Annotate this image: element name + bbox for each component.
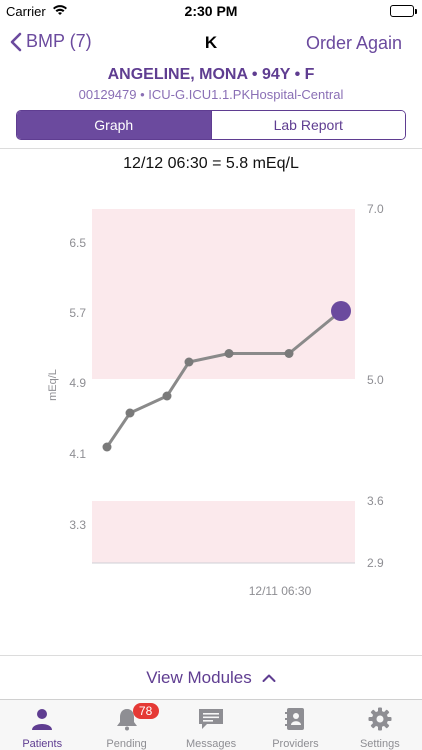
y-axis-label: mEq/L — [47, 369, 59, 401]
selected-data-point — [331, 301, 351, 321]
high-range-band — [92, 209, 355, 379]
tab-providers[interactable]: Providers — [253, 700, 337, 750]
tab-patients[interactable]: Patients — [0, 700, 84, 750]
tab-bar: Patients 78 Pending Messages — [0, 699, 422, 750]
y-tick-label-right: 3.6 — [367, 494, 384, 508]
y-tick-label-right: 2.9 — [367, 556, 384, 570]
person-icon — [29, 706, 55, 732]
message-icon — [198, 706, 224, 732]
lab-trend-chart[interactable]: 6.5 5.7 4.9 4.1 3.3 7.0 5.0 3.6 2.9 mEq/L 12/11 06… — [0, 195, 422, 615]
patient-meta: 00129479 • ICU-G.ICU1.1.PKHospital-Centr… — [78, 87, 344, 102]
tab-label: Patients — [22, 738, 63, 750]
tab-graph[interactable]: Graph — [17, 111, 211, 139]
order-again-button[interactable]: Order Again — [305, 33, 402, 53]
data-point — [125, 408, 135, 418]
data-point — [102, 442, 112, 452]
selected-reading: 12/12 06:30 = 5.8 mEq/L — [123, 155, 299, 172]
y-tick-label-left: 3.3 — [69, 518, 86, 532]
y-tick-label-right: 5.0 — [367, 373, 384, 387]
tab-pending[interactable]: 78 Pending — [84, 700, 168, 750]
back-button[interactable]: BMP (7) — [10, 31, 92, 52]
y-tick-label-left: 4.1 — [69, 447, 86, 461]
data-point — [184, 357, 194, 367]
carrier-label: Carrier — [6, 4, 46, 19]
divider — [0, 148, 422, 149]
wifi-icon — [52, 4, 68, 19]
y-tick-label-right: 7.0 — [367, 202, 384, 216]
gear-icon — [367, 706, 393, 732]
y-tick-label-left: 6.5 — [69, 236, 86, 250]
tab-label: Messages — [185, 738, 237, 750]
status-bar: Carrier 2:30 PM — [0, 0, 422, 22]
back-button-label: BMP (7) — [26, 31, 92, 51]
tab-label: Providers — [272, 738, 319, 750]
view-segmented-control: Graph Lab Report — [16, 110, 406, 140]
data-point — [284, 349, 294, 358]
y-tick-label-left: 5.7 — [69, 306, 86, 320]
data-point — [224, 349, 234, 358]
clock: 2:30 PM — [184, 3, 238, 19]
tab-label: Settings — [359, 738, 400, 750]
low-range-band — [92, 501, 355, 563]
chevron-up-icon — [262, 674, 276, 682]
bell-icon — [114, 706, 140, 732]
data-point — [162, 391, 172, 401]
tab-label: Pending — [106, 738, 147, 750]
tab-lab-report[interactable]: Lab Report — [210, 111, 405, 139]
tab-messages[interactable]: Messages — [169, 700, 253, 750]
chevron-left-icon — [10, 32, 22, 51]
patient-name: ANGELINE, MONA • 94Y • F — [107, 66, 315, 83]
contacts-icon — [282, 706, 308, 732]
x-tick-label: 12/11 06:30 — [249, 584, 312, 598]
tab-settings[interactable]: Settings — [338, 700, 422, 750]
y-tick-label-left: 4.9 — [69, 376, 86, 390]
view-modules-button[interactable]: View Modules — [0, 664, 422, 692]
nav-bar: BMP (7) K Order Again — [0, 22, 422, 66]
pending-badge: 78 — [132, 703, 159, 719]
view-modules-label: View Modules — [146, 668, 252, 687]
divider — [0, 655, 422, 656]
battery-icon — [390, 5, 417, 17]
